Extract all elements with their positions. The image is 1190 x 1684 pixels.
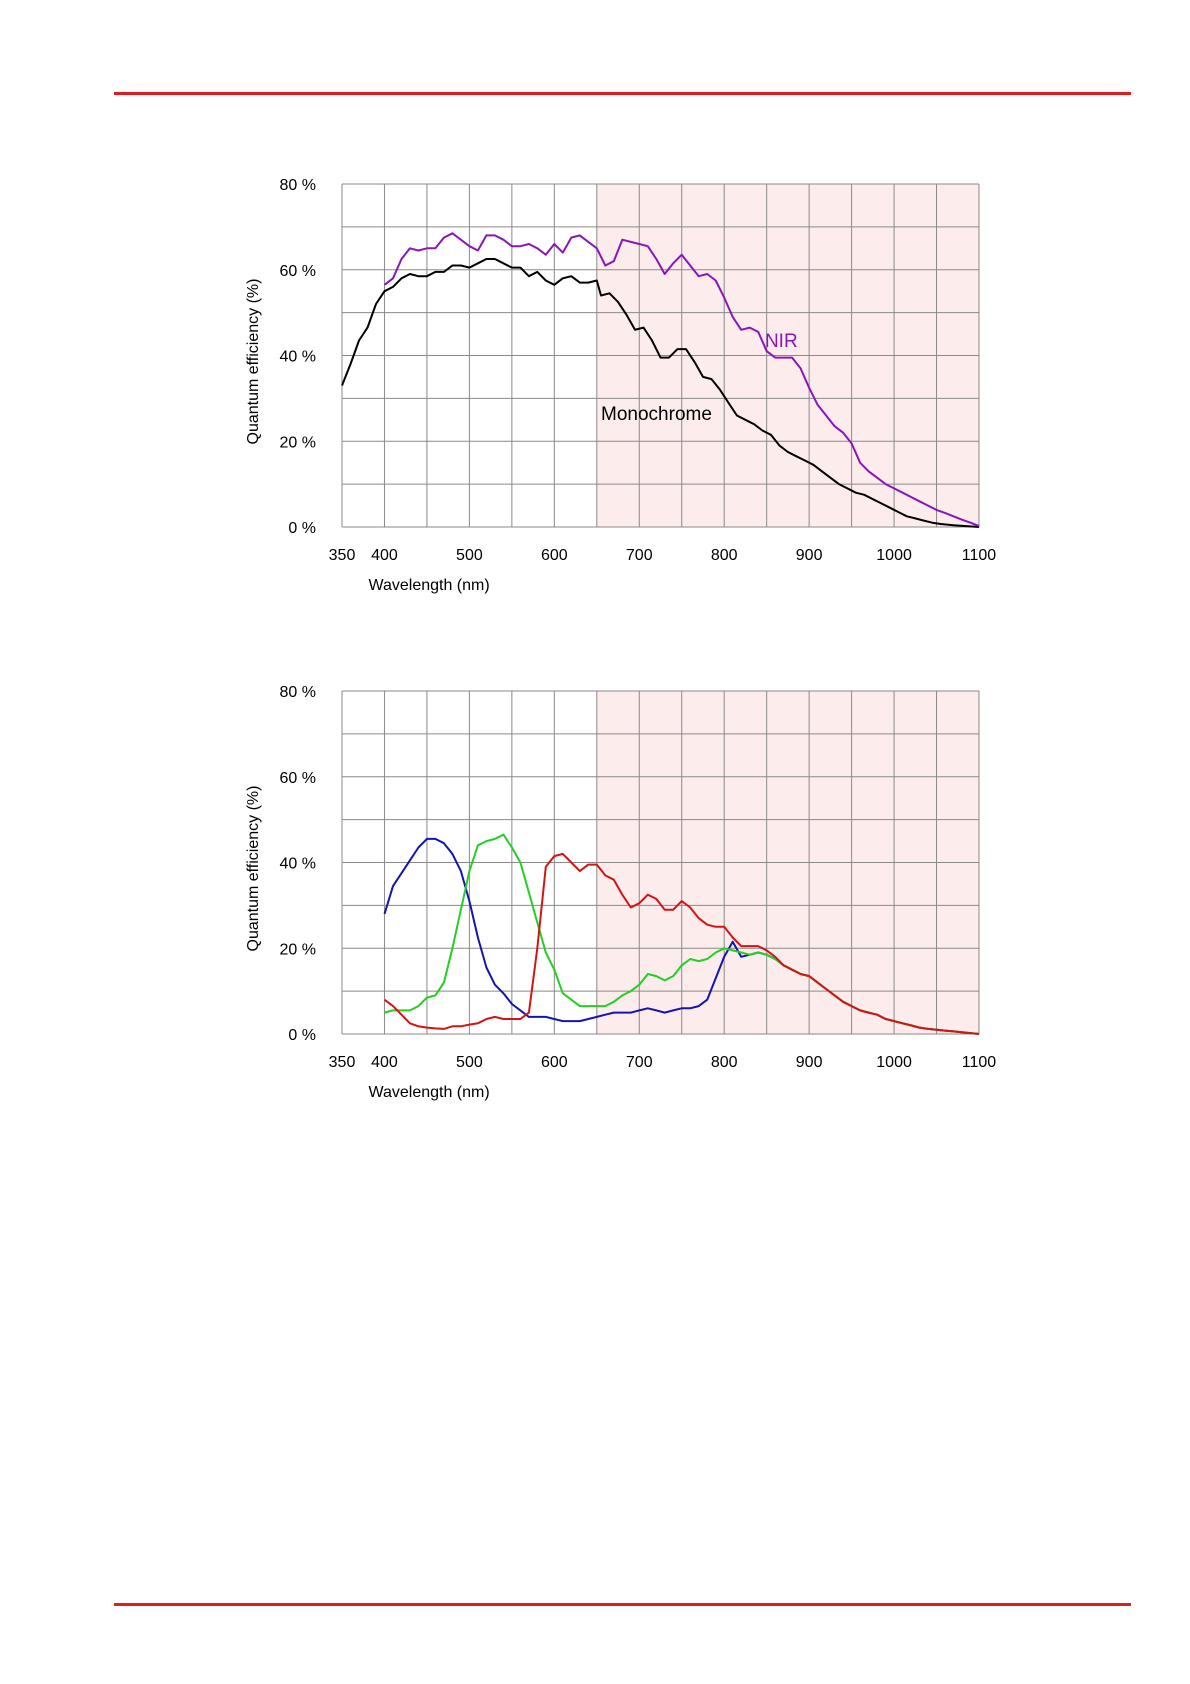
nir-series-label: NIR bbox=[765, 331, 798, 352]
x-tick-label: 900 bbox=[796, 547, 823, 564]
nir-series-line bbox=[383, 232, 980, 528]
y-tick-label: 60 % bbox=[280, 263, 316, 280]
y-tick-label: 0 % bbox=[288, 520, 316, 537]
grid bbox=[341, 183, 980, 528]
x-tick-label: 600 bbox=[541, 1054, 568, 1071]
y-tick-label: 80 % bbox=[280, 684, 316, 701]
x-tick-label: 700 bbox=[626, 1054, 653, 1071]
x-tick-label: 1000 bbox=[876, 547, 912, 564]
x-tick-label: 800 bbox=[711, 1054, 738, 1071]
x-tick-label: 800 bbox=[711, 547, 738, 564]
mono-nir-qe-chart: 0 % 20 % 40 % 60 % 80 % 350 400 500 600 700 800 900… bbox=[245, 177, 997, 594]
x-tick-label: 600 bbox=[541, 547, 568, 564]
y-tick-label: 20 % bbox=[280, 941, 316, 958]
x-tick-label: 350 bbox=[329, 547, 356, 564]
x-tick-label: 1000 bbox=[876, 1054, 912, 1071]
header-rule bbox=[114, 92, 1131, 95]
x-tick-label: 1100 bbox=[962, 547, 997, 564]
x-tick-label: 400 bbox=[371, 1054, 398, 1071]
x-tick-label: 1100 bbox=[962, 1054, 997, 1071]
x-tick-label: 350 bbox=[329, 1054, 356, 1071]
monochrome-series-line bbox=[341, 258, 980, 528]
color-qe-chart: 0 % 20 % 40 % 60 % 80 % 350 400 500 600 700 800 900… bbox=[245, 684, 997, 1101]
x-tick-label: 900 bbox=[796, 1054, 823, 1071]
y-tick-label: 60 % bbox=[280, 770, 316, 787]
y-axis-label: Quantum efficiency (%) bbox=[245, 786, 262, 952]
series-line-3 bbox=[383, 852, 980, 1035]
y-tick-label: 0 % bbox=[288, 1027, 316, 1044]
y-tick-label: 40 % bbox=[280, 349, 316, 366]
footer-rule bbox=[114, 1603, 1131, 1606]
y-tick-label: 80 % bbox=[280, 177, 316, 194]
y-axis-label: Quantum efficiency (%) bbox=[245, 279, 262, 445]
x-axis-label: Wavelength (nm) bbox=[368, 1084, 489, 1101]
y-tick-label: 40 % bbox=[280, 856, 316, 873]
x-tick-label: 400 bbox=[371, 547, 398, 564]
y-tick-label: 20 % bbox=[280, 434, 316, 451]
x-tick-label: 700 bbox=[626, 547, 653, 564]
monochrome-series-label: Monochrome bbox=[601, 404, 712, 425]
x-axis-label: Wavelength (nm) bbox=[368, 577, 489, 594]
x-tick-label: 500 bbox=[456, 1054, 483, 1071]
x-tick-label: 500 bbox=[456, 547, 483, 564]
